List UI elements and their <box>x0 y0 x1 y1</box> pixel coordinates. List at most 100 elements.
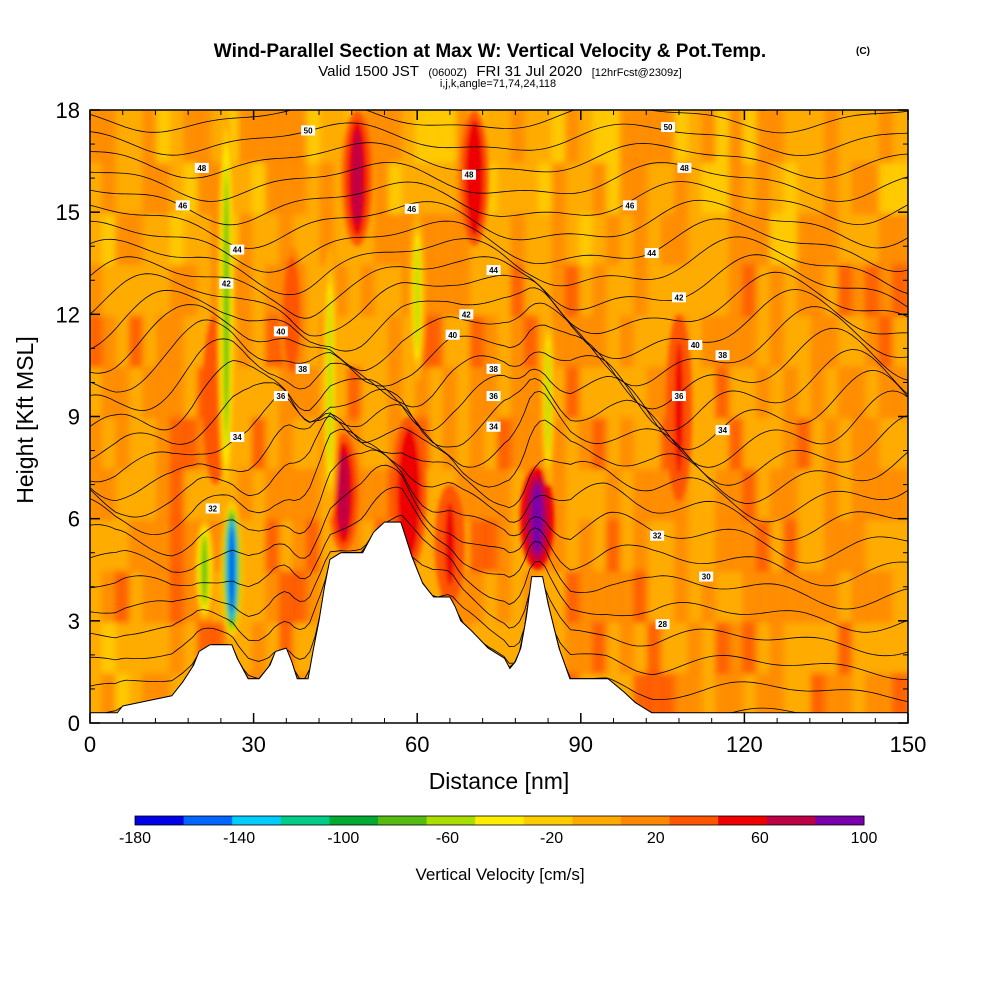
velocity-cell <box>265 414 283 470</box>
velocity-cell <box>824 363 842 419</box>
velocity-cell <box>428 414 447 470</box>
velocity-cell <box>660 210 679 266</box>
velocity-cell <box>892 261 908 317</box>
velocity-cell <box>674 618 692 674</box>
velocity-cell <box>428 261 447 317</box>
isentrope-label-bg <box>715 350 730 361</box>
velocity-cell <box>715 110 733 164</box>
velocity-cell <box>292 110 311 164</box>
velocity-cell <box>483 110 501 164</box>
velocity-cell <box>783 210 801 266</box>
isentrope-label-text: 40 <box>276 327 285 336</box>
velocity-cell <box>497 363 515 419</box>
velocity-cell <box>128 414 147 470</box>
velocity-cell <box>701 669 720 723</box>
velocity-cell <box>592 159 611 215</box>
velocity-cell <box>456 261 474 317</box>
x-tick-label: 0 <box>84 732 96 757</box>
chart-subtitle-indices: i,j,k,angle=71,74,24,118 <box>440 78 556 90</box>
velocity-cell <box>456 312 474 368</box>
isentrope-label-text: 36 <box>276 392 285 401</box>
velocity-cell <box>742 465 761 521</box>
velocity-cell <box>619 363 638 419</box>
velocity-cell <box>169 516 188 572</box>
velocity-cell <box>101 516 120 572</box>
velocity-cell <box>156 210 174 266</box>
isentrope-label: 40 <box>688 339 703 350</box>
y-tick-label: 3 <box>68 609 80 634</box>
velocity-cell <box>483 516 501 572</box>
velocity-cell <box>728 110 747 164</box>
y-tick-label: 6 <box>68 507 80 532</box>
isentrope <box>90 110 908 134</box>
velocity-cell <box>428 210 447 266</box>
isentrope-label-text: 38 <box>489 365 498 374</box>
velocity-cell <box>646 159 665 215</box>
velocity-cell <box>892 312 908 368</box>
velocity-cell <box>701 261 720 317</box>
velocity-cell <box>646 363 665 419</box>
velocity-cell <box>578 363 597 419</box>
y-tick-label: 12 <box>56 302 80 327</box>
velocity-cell <box>837 110 856 164</box>
velocity-cell <box>578 465 597 521</box>
velocity-cell <box>156 312 174 368</box>
velocity-cell <box>237 110 256 164</box>
velocity-cell <box>483 363 501 419</box>
velocity-cell <box>851 465 870 521</box>
isentrope-label: 50 <box>301 125 316 136</box>
velocity-cell <box>865 567 883 623</box>
velocity-cell <box>796 159 815 215</box>
velocity-cell <box>892 618 908 674</box>
velocity-cell <box>565 618 583 674</box>
isentrope <box>90 449 908 564</box>
velocity-cell <box>306 567 324 623</box>
velocity-cell <box>878 618 897 674</box>
downdraft-core <box>415 242 420 352</box>
velocity-cell <box>101 210 120 266</box>
isentrope-label-text: 32 <box>208 504 217 513</box>
velocity-cell <box>415 159 433 215</box>
velocity-cell <box>237 363 256 419</box>
velocity-cell <box>128 363 147 419</box>
velocity-cell <box>156 110 174 164</box>
velocity-cell <box>551 159 570 215</box>
velocity-cell <box>374 465 392 521</box>
velocity-cell <box>537 110 556 164</box>
velocity-cell <box>769 110 788 164</box>
velocity-cell <box>347 312 365 368</box>
velocity-cell <box>851 414 870 470</box>
velocity-cell <box>251 261 270 317</box>
colorbar-tick-label: 60 <box>751 830 769 847</box>
velocity-cell <box>756 159 774 215</box>
isentrope-label-bg <box>230 244 245 255</box>
velocity-cell <box>578 110 597 164</box>
isentrope <box>90 360 908 450</box>
velocity-cell <box>769 210 788 266</box>
velocity-cell <box>483 567 501 623</box>
isentrope-label: 34 <box>486 421 501 432</box>
velocity-cell <box>551 110 570 164</box>
velocity-cell <box>115 465 133 521</box>
velocity-cell <box>565 567 583 623</box>
colorbar-swatch <box>329 816 379 825</box>
velocity-cell <box>483 312 501 368</box>
isentrope <box>90 377 908 468</box>
isentrope-label-bg <box>655 619 670 630</box>
velocity-cell <box>278 110 297 164</box>
velocity-cell <box>551 312 570 368</box>
velocity-cell <box>633 465 651 521</box>
velocity-cell <box>469 312 488 368</box>
velocity-cell <box>551 210 570 266</box>
velocity-cell <box>578 261 597 317</box>
isentrope-label: 48 <box>462 169 477 180</box>
velocity-cell <box>237 159 256 215</box>
velocity-cell <box>537 210 556 266</box>
isentrope-label: 32 <box>650 530 665 541</box>
velocity-cell <box>878 159 897 215</box>
velocity-cell <box>524 210 542 266</box>
velocity-cell <box>687 516 706 572</box>
colorbar-tick-label: 20 <box>647 830 665 847</box>
colorbar-swatch <box>378 816 428 825</box>
velocity-cell <box>783 261 801 317</box>
